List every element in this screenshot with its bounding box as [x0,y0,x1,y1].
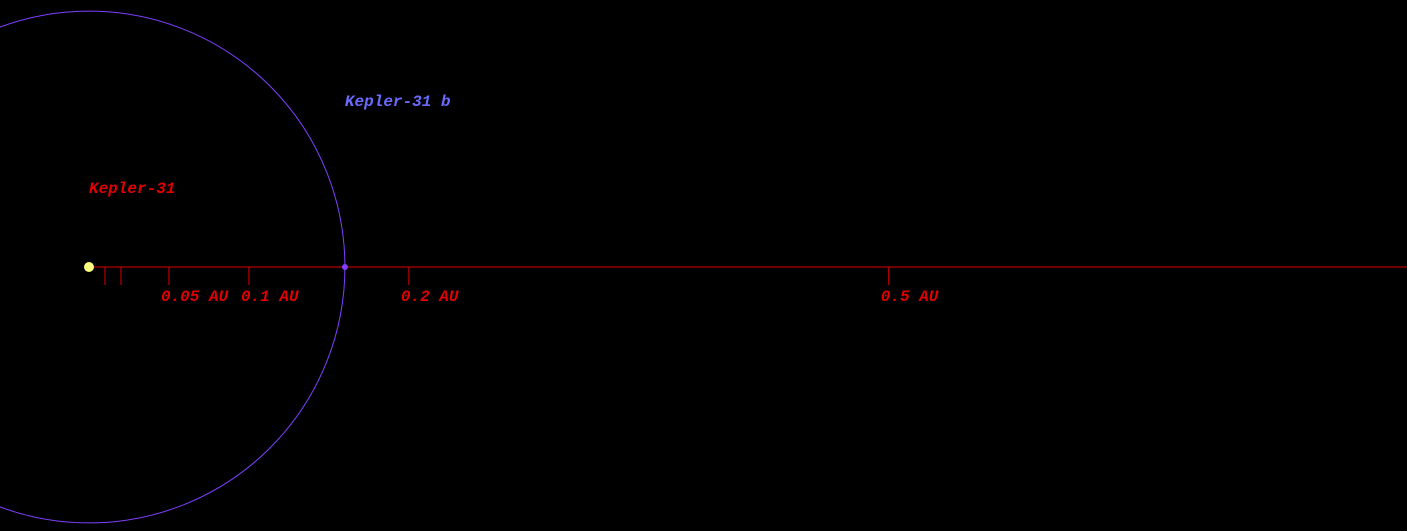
star [84,262,94,272]
tick-label: 0.05 AU [161,288,229,306]
planet [341,264,348,270]
star-label: Kepler-31 [89,180,175,198]
planet-label: Kepler-31 b [345,93,451,111]
tick-label: 0.2 AU [401,288,459,306]
tick-label: 0.5 AU [881,288,939,306]
tick-label: 0.1 AU [241,288,299,306]
